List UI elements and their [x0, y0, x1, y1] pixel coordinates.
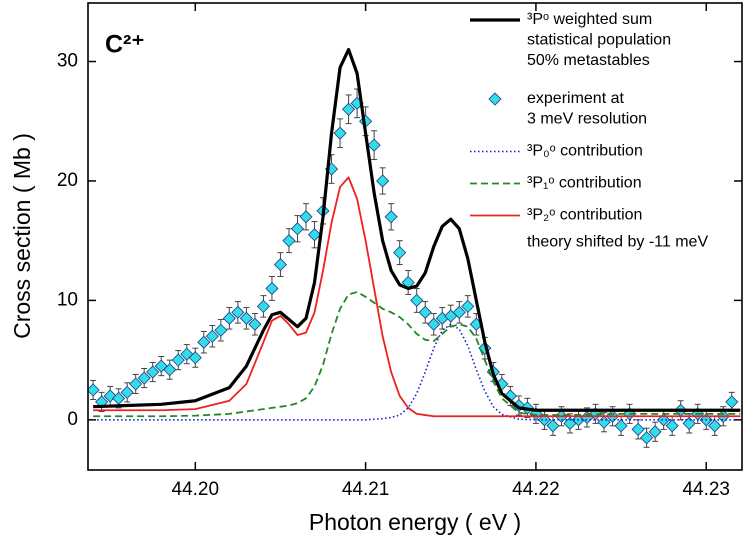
legend-label: experiment at	[527, 90, 624, 107]
data-point	[188, 351, 202, 365]
legend-label: ³P₂ᵒ contribution	[527, 207, 642, 224]
data-point	[231, 305, 245, 319]
x-tick-label: 44.20	[172, 479, 220, 500]
data-point	[393, 246, 407, 260]
legend-label: ³P₀ᵒ contribution	[527, 143, 643, 160]
data-point	[265, 281, 279, 296]
plot-area	[88, 47, 741, 448]
data-point	[410, 293, 424, 307]
data-point	[452, 305, 466, 319]
y-tick-label: 20	[57, 170, 78, 191]
data-point	[614, 419, 628, 433]
data-point	[103, 389, 117, 403]
note: theory shifted by -11 meV	[527, 234, 708, 251]
legend-label: 3 meV resolution	[527, 111, 647, 128]
data-point	[154, 359, 168, 373]
data-point	[222, 311, 236, 325]
x-tick-label: 44.22	[512, 479, 560, 500]
legend-label: ³P₁ᵒ contribution	[527, 175, 642, 192]
curve	[93, 323, 741, 421]
data-point	[88, 383, 100, 397]
data-point	[597, 415, 611, 429]
x-tick-label: 44.23	[682, 479, 730, 500]
data-point	[461, 299, 475, 313]
data-point	[367, 138, 381, 152]
data-point	[725, 395, 739, 409]
legend-label: ³Pᵒ weighted sum	[527, 11, 652, 28]
data-point	[239, 311, 253, 325]
data-point	[427, 317, 441, 331]
y-tick-label: 0	[67, 409, 78, 430]
x-axis-title: Photon energy ( eV )	[309, 509, 521, 535]
y-tick-label: 10	[57, 289, 78, 310]
legend-label: 50% metastables	[527, 52, 650, 69]
data-point	[205, 329, 219, 343]
y-axis-title: Cross section ( Mb )	[9, 133, 35, 339]
data-point	[665, 419, 679, 433]
curve	[93, 176, 741, 418]
data-point	[171, 353, 185, 367]
data-point	[631, 422, 645, 436]
plot-frame	[87, 2, 743, 471]
data-point	[640, 431, 654, 445]
data-point	[657, 413, 671, 427]
data-point	[546, 419, 560, 433]
data-point	[307, 228, 322, 242]
annotation: C²⁺	[105, 31, 145, 59]
data-point	[273, 258, 288, 272]
data-point	[137, 371, 151, 385]
data-point	[290, 222, 305, 236]
curve	[93, 47, 741, 412]
legend-label: statistical population	[527, 32, 671, 49]
data-point	[376, 174, 390, 188]
data-point	[248, 317, 262, 331]
data-point	[342, 102, 356, 116]
y-tick-label: 30	[57, 51, 78, 72]
data-point	[708, 419, 722, 433]
data-point	[197, 335, 211, 349]
data-point	[418, 305, 432, 319]
data-point	[163, 363, 177, 377]
data-point	[214, 323, 228, 337]
data-point	[682, 416, 696, 430]
data-point	[256, 299, 270, 313]
data-point	[120, 385, 134, 399]
data-point	[648, 425, 662, 439]
x-tick-label: 44.21	[342, 479, 390, 500]
curve	[93, 291, 741, 418]
data-point	[299, 210, 313, 224]
data-point	[129, 377, 143, 391]
data-point	[282, 234, 296, 248]
legend-marker	[488, 92, 502, 106]
data-point	[384, 210, 398, 224]
data-point	[333, 126, 347, 140]
data-point	[146, 365, 160, 379]
